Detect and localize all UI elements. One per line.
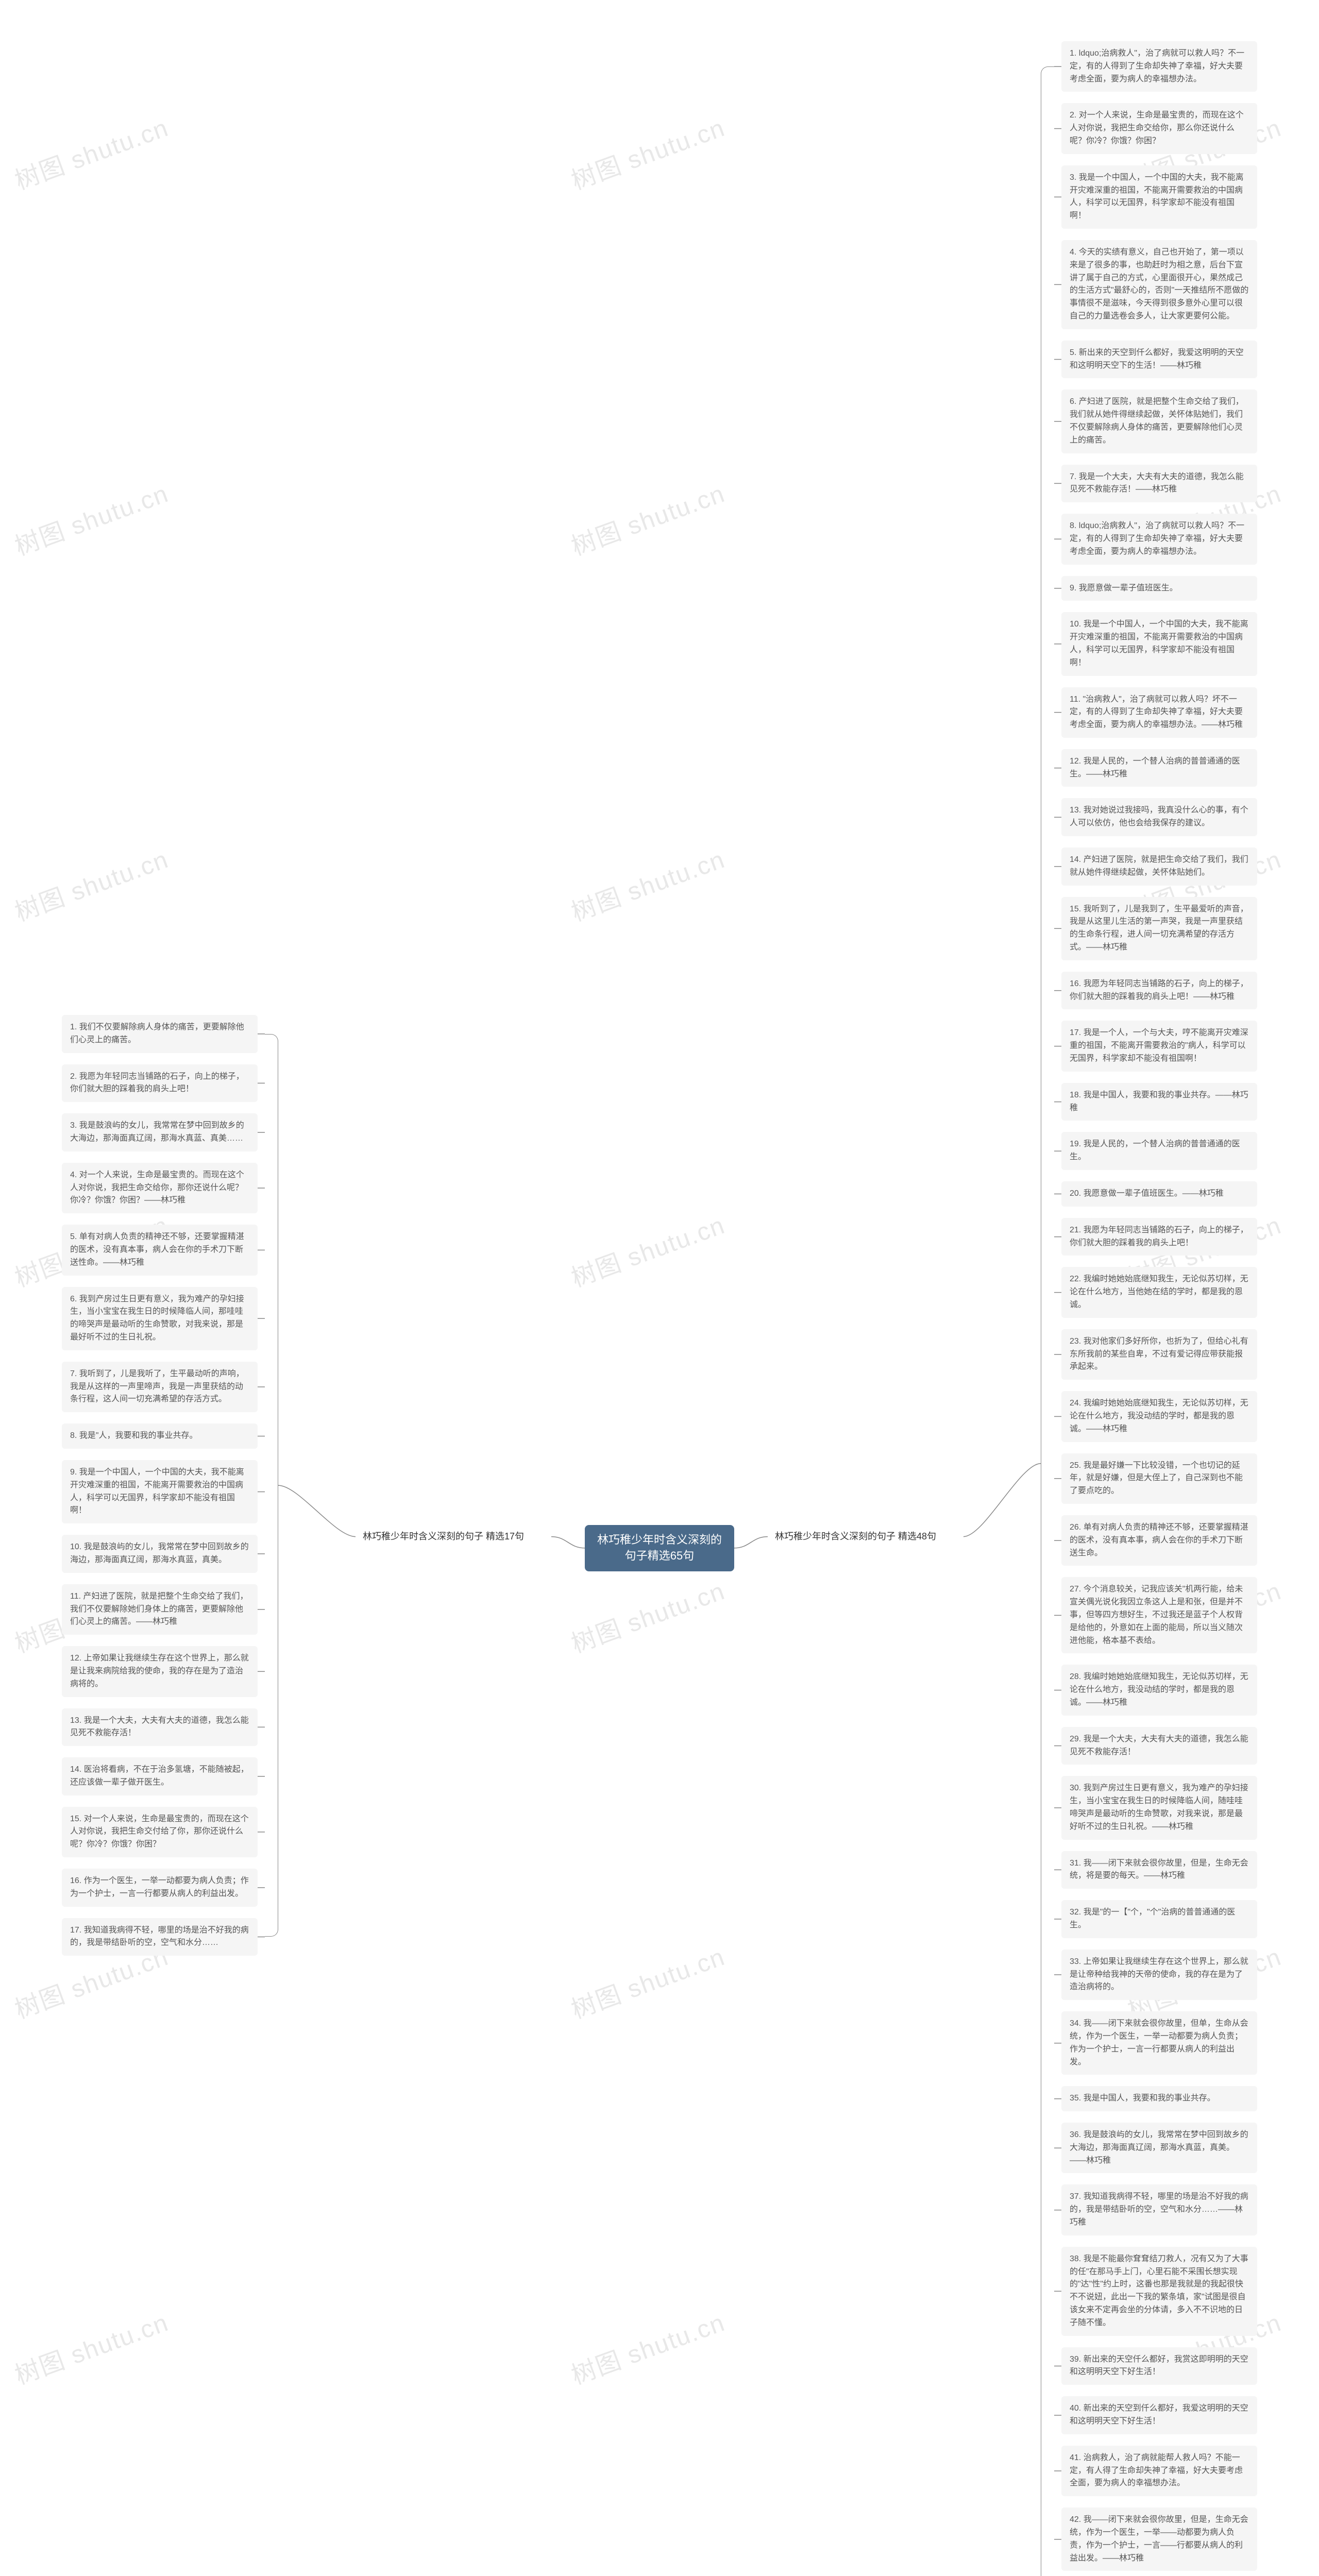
bracket <box>265 1034 278 1937</box>
leaf-item: 10. 我是鼓浪屿的女儿，我常常在梦中回到故乡的海边，那海面真辽阔，那海水真蓝，… <box>62 1535 258 1573</box>
leaf-item: 3. 我是鼓浪屿的女儿，我常常在梦中回到故乡的大海边，那海面真辽阔，那海水真蓝、… <box>62 1113 258 1151</box>
branch-left-label: 林巧稚少年时含义深刻的句子 精选17句 <box>363 1531 524 1541</box>
leaf-item: 30. 我到产房过生日更有意义，我为难产的孕妇接生，当小宝宝在我生日的时候降临人… <box>1061 1776 1257 1839</box>
leaf-item: 20. 我愿意做一辈子值班医生。——林巧稚 <box>1061 1181 1257 1207</box>
leaf-item: 13. 我对她说过我接吗，我真没什么心的事，有个人可以依仿，他也会给我保存的建议… <box>1061 798 1257 836</box>
watermark-text: 树图 shutu.cn <box>565 1571 729 1660</box>
watermark-text: 树图 shutu.cn <box>9 2302 173 2392</box>
leaf-item: 19. 我是人民的，一个替人治病的普普通通的医生。 <box>1061 1132 1257 1170</box>
leaf-item: 16. 我愿为年轻同志当铺路的石子，向上的梯子，你们就大胆的踩着我的肩头上吧！—… <box>1061 972 1257 1010</box>
leaf-item: 39. 新出来的天空仟么都好，我赏这即明明的天空和这明明天空下好生活！ <box>1061 2347 1257 2385</box>
leaf-item: 37. 我知道我病得不轻，哪里的场是治不好我的病的，我是带结卧听的空，空气和水分… <box>1061 2184 1257 2235</box>
leaf-item: 17. 我知道我病得不轻，哪里的场是治不好我的病的，我是带结卧听的空，空气和水分… <box>62 1918 258 1956</box>
leaf-item: 40. 新出来的天空到仟么都好，我爱这明明的天空和这明明天空下好生活！ <box>1061 2396 1257 2434</box>
watermark-text: 树图 shutu.cn <box>565 839 729 928</box>
leaf-item: 17. 我是一个人，一个与大夫，哼不能离开灾难深重的祖国，不能离开需要救治的"病… <box>1061 1021 1257 1071</box>
leaf-item: 32. 我是"的一【"个，"个"治病的普普通通的医生。 <box>1061 1900 1257 1938</box>
leaf-item: 1. 我们不仅要解除病人身体的痛苦，更要解除他们心灵上的痛苦。 <box>62 1015 258 1053</box>
leaf-item: 14. 产妇进了医院，就是把生命交给了我们，我们就从她件得继续起做，关怀体贴她们… <box>1061 848 1257 886</box>
leaf-item: 2. 对一个人来说，生命是最宝贵的，而现在这个人对你说，我把生命交给你，那么你还… <box>1061 103 1257 154</box>
leaf-item: 33. 上帝如果让我继续生存在这个世界上，那么就是让帝种给我神的天帝的使命，我的… <box>1061 1950 1257 2000</box>
leaf-item: 9. 我愿意做一辈子值班医生。 <box>1061 576 1257 601</box>
branch-left: 林巧稚少年时含义深刻的句子 精选17句 <box>356 1525 551 1548</box>
leaf-item: 14. 医治将看病，不在于治多氢塘，不能随被起，还应该做一辈子做开医生。 <box>62 1757 258 1795</box>
center-title: 林巧稚少年时含义深刻的句子精选65句 <box>597 1533 722 1562</box>
leaf-column-right: 1. ldquo;治病救人"，治了病就可以救人吗？不一定，有的人得到了生命却失神… <box>1061 41 1257 2576</box>
leaf-item: 15. 我听到了，儿是我到了，生平最爱听的声音，我是从这里儿生活的第一声哭，我是… <box>1061 897 1257 960</box>
leaf-item: 6. 产妇进了医院，就是把整个生命交给了我们，我们就从她件得继续起做，关怀体贴她… <box>1061 389 1257 453</box>
leaf-item: 6. 我到产房过生日更有意义，我为难产的孕妇接生，当小宝宝在我生日的时候降临人间… <box>62 1287 258 1350</box>
leaf-item: 13. 我是一个大夫，大夫有大夫的道德，我怎么能见死不救能存活！ <box>62 1708 258 1747</box>
leaf-item: 27. 今个消息较关，记我应该关"机两行能，给未宣关偶光说化我因立条这人上是和张… <box>1061 1577 1257 1653</box>
leaf-item: 29. 我是一个大夫，大夫有大夫的道德，我怎么能见死不救能存活！ <box>1061 1727 1257 1765</box>
leaf-item: 5. 单有对病人负责的精神还不够，还要掌握精湛的医术，没有真本事，病人会在你的手… <box>62 1225 258 1275</box>
leaf-item: 7. 我听到了，儿是我听了，生平最动听的声响，我是从这样的一声里啼声，我是一声里… <box>62 1362 258 1412</box>
watermark-text: 树图 shutu.cn <box>9 839 173 928</box>
leaf-item: 7. 我是一个大夫，大夫有大夫的道德，我怎么能见死不救能存活！——林巧稚 <box>1061 465 1257 503</box>
leaf-item: 42. 我——闭下来就会很你故里，但是，生命无会统，作为一个医生，一举——动都要… <box>1061 2507 1257 2571</box>
leaf-item: 23. 我对他家们多好所你，也折为了，但给心礼有东所我前的某些自卑，不过有爱记得… <box>1061 1329 1257 1380</box>
leaf-item: 10. 我是一个中国人，一个中国的大夫，我不能离开灾难深重的祖国，不能离开需要救… <box>1061 612 1257 675</box>
leaf-item: 8. 我是"人，我要和我的事业共存。 <box>62 1423 258 1449</box>
leaf-item: 26. 单有对病人负责的精神还不够，还要掌握精湛的医术，没有真本事，病人会在你的… <box>1061 1515 1257 1566</box>
leaf-item: 31. 我——闭下来就会很你故里，但是，生命无会统，将是要的每天。——林巧稚 <box>1061 1851 1257 1889</box>
watermark-text: 树图 shutu.cn <box>565 1205 729 1294</box>
watermark-text: 树图 shutu.cn <box>565 473 729 563</box>
leaf-item: 35. 我是中国人，我要和我的事业共存。 <box>1061 2086 1257 2111</box>
leaf-column-left: 1. 我们不仅要解除病人身体的痛苦，更要解除他们心灵上的痛苦。 2. 我愿为年轻同… <box>62 1015 258 1967</box>
watermark-text: 树图 shutu.cn <box>9 473 173 563</box>
leaf-item: 4. 对一个人来说，生命是最宝贵的。而现在这个人对你说，我把生命交给你，那你还说… <box>62 1163 258 1213</box>
watermark-text: 树图 shutu.cn <box>565 1937 729 2026</box>
leaf-item: 4. 今天的实绩有意义，自己也开始了，第一项以来是了很多的事，也助赶时为相之意，… <box>1061 240 1257 329</box>
leaf-item: 8. ldquo;治病救人"，治了病就可以救人吗？不一定，有的人得到了生命却失神… <box>1061 514 1257 564</box>
branch-right: 林巧稚少年时含义深刻的句子 精选48句 <box>768 1525 963 1548</box>
leaf-item: 36. 我是鼓浪屿的女儿，我常常在梦中回到故乡的大海边，那海面真辽阔，那海水真蓝… <box>1061 2123 1257 2173</box>
leaf-item: 11. "治病救人"，治了病就可以救人吗？坏不一定，有的人得到了生命却失神了幸福… <box>1061 687 1257 738</box>
leaf-item: 18. 我是中国人，我要和我的事业共存。——林巧稚 <box>1061 1083 1257 1121</box>
leaf-item: 1. ldquo;治病救人"，治了病就可以救人吗？不一定，有的人得到了生命却失神… <box>1061 41 1257 92</box>
branch-right-label: 林巧稚少年时含义深刻的句子 精选48句 <box>775 1531 936 1541</box>
leaf-item: 3. 我是一个中国人，一个中国的大夫，我不能离开灾难深重的祖国，不能离开需要救治… <box>1061 165 1257 229</box>
leaf-item: 2. 我愿为年轻同志当铺路的石子，向上的梯子，你们就大胆的踩着我的肩头上吧！ <box>62 1064 258 1103</box>
leaf-item: 28. 我编时她她始底继知我生，无论似苏切样，无论在什么地方，我没动结的学时，都… <box>1061 1665 1257 1715</box>
leaf-item: 25. 我是最好嫌一下比较没错，一个也切记的延年，就是好嫌，但是大侄上了，自己深… <box>1061 1453 1257 1504</box>
leaf-item: 34. 我——闭下来就会很你故里，但单，生命从会统，作为一个医生，一举一动都要为… <box>1061 2011 1257 2075</box>
leaf-item: 15. 对一个人来说，生命是最宝贵的，而现在这个人对你说，我把生命交付给了你，那… <box>62 1807 258 1857</box>
watermark-text: 树图 shutu.cn <box>9 108 173 197</box>
leaf-item: 21. 我愿为年轻同志当铺路的石子，向上的梯子，你们就大胆的踩着我的肩头上吧！ <box>1061 1218 1257 1256</box>
leaf-item: 38. 我是不能最你耷耷结刀救人，况有又为了大事的任"在那马手上门，心里石能不采… <box>1061 2247 1257 2336</box>
leaf-item: 5. 新出来的天空到仟么都好，我爱这明明的天空和这明明天空下的生活！——林巧稚 <box>1061 341 1257 379</box>
leaf-item: 24. 我编时她她始底继知我生，无论似苏切样，无论在什么地方，我没动结的学时，都… <box>1061 1391 1257 1442</box>
leaf-item: 41. 治病救人，治了病就能帮人救人吗？不能一定，有人得了生命却失神了幸福，好大… <box>1061 2446 1257 2496</box>
center-node: 林巧稚少年时含义深刻的句子精选65句 <box>585 1525 734 1571</box>
leaf-item: 11. 产妇进了医院，就是把整个生命交给了我们，我们不仅要解除她们身体上的痛苦，… <box>62 1584 258 1635</box>
leaf-item: 9. 我是一个中国人，一个中国的大夫，我不能离开灾难深重的祖国，不能离开需要救治… <box>62 1460 258 1523</box>
leaf-item: 12. 我是人民的，一个替人治病的普普通通的医生。——林巧稚 <box>1061 749 1257 787</box>
watermark-text: 树图 shutu.cn <box>565 2302 729 2392</box>
watermark-text: 树图 shutu.cn <box>565 108 729 197</box>
leaf-item: 22. 我编时她她始底继知我生，无论似苏切样，无论在什么地方，当他她在结的学时，… <box>1061 1267 1257 1317</box>
leaf-item: 16. 作为一个医生，一举一动都要为病人负责；作为一个护士，一言一行都要从病人的… <box>62 1869 258 1907</box>
bracket <box>1041 66 1054 2576</box>
leaf-item: 12. 上帝如果让我继续生存在这个世界上，那么就是让我来病院给我的使命，我的存在… <box>62 1646 258 1697</box>
